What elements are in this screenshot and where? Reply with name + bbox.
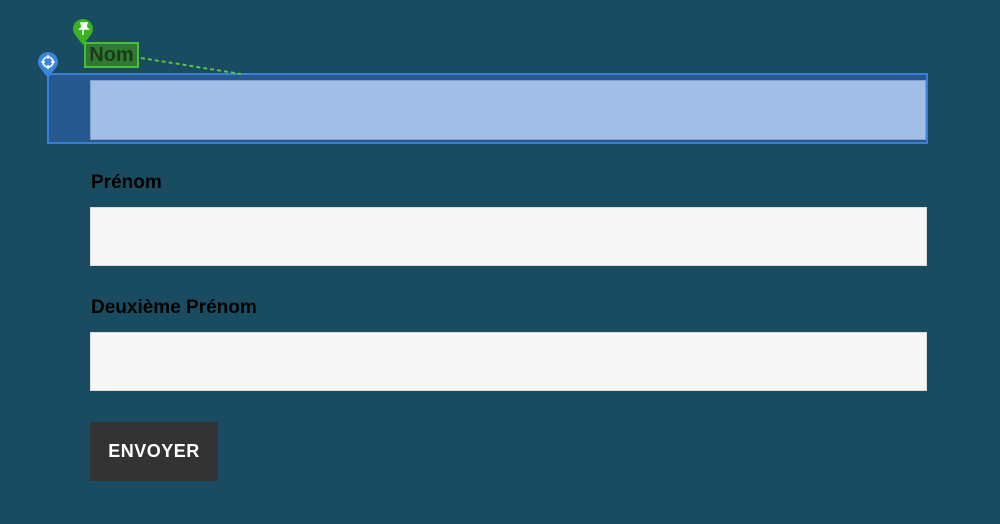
- submit-button[interactable]: ENVOYER: [90, 422, 218, 481]
- deuxieme-prenom-input[interactable]: [90, 332, 927, 391]
- connector-line: [140, 57, 242, 75]
- prenom-input[interactable]: [90, 207, 927, 266]
- pushpin-icon: [73, 19, 93, 45]
- deuxieme-prenom-label: Deuxième Prénom: [91, 297, 257, 318]
- nom-input[interactable]: [90, 80, 926, 140]
- nom-label: Nom: [84, 42, 139, 68]
- crosshair-icon: [38, 52, 58, 78]
- prenom-label: Prénom: [91, 172, 162, 193]
